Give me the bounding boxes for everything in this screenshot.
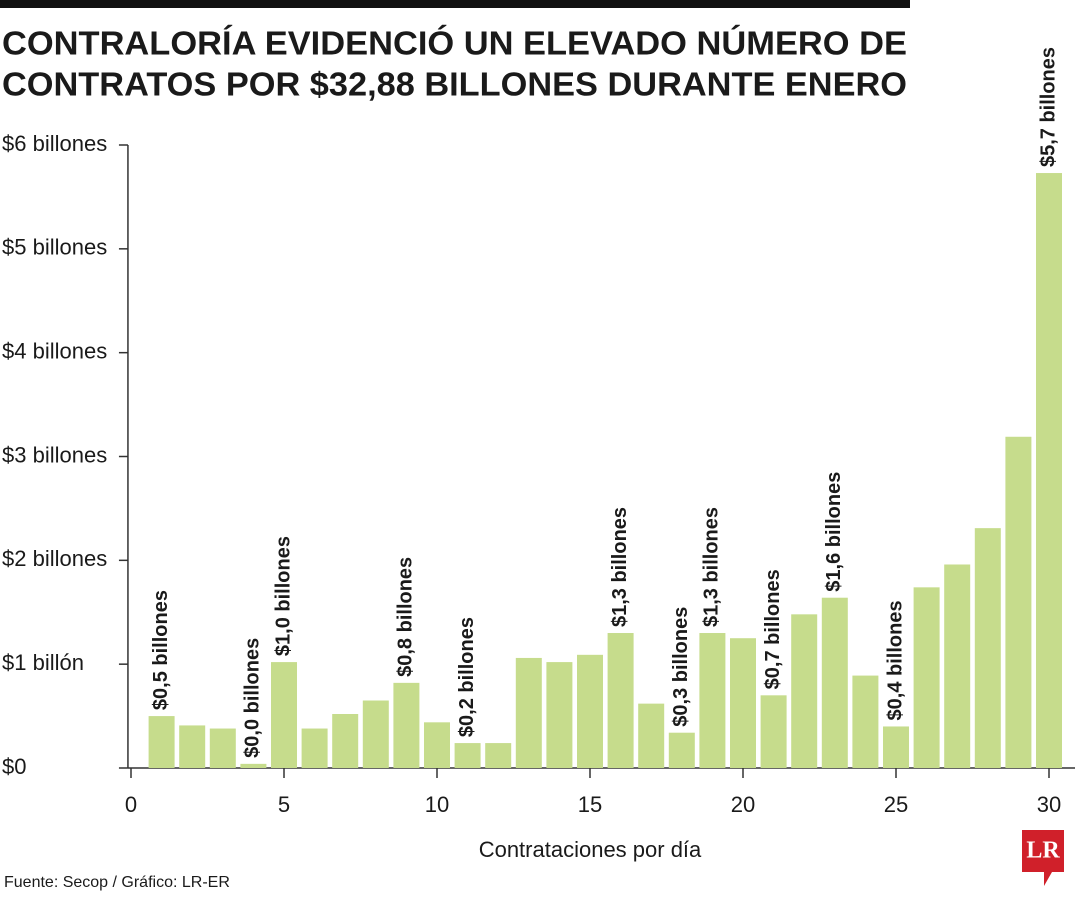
value-label: $0,4 billones [884,600,906,720]
value-label: $0,7 billones [762,569,784,689]
bar [515,657,542,768]
bar [1036,173,1062,768]
value-label: $0,8 billones [395,557,417,677]
bar [730,638,756,768]
x-tick-label: 25 [884,792,908,817]
bar [668,732,695,768]
logo-badge [1022,830,1064,886]
value-label: $1,3 billones [609,507,631,627]
logo-text: LR [1026,838,1060,864]
top-rule [0,0,910,8]
chart-title: CONTRALORÍA EVIDENCIÓ UN ELEVADO NÚMERO … [2,25,907,62]
x-tick-label: 0 [125,792,137,817]
bar [271,662,297,768]
bar [240,763,267,768]
value-label: $0,0 billones [242,638,264,758]
bar [424,722,450,768]
y-tick-label: $2 billones [2,546,107,571]
x-tick-label: 5 [278,792,290,817]
bar [944,564,971,768]
bar [760,695,787,768]
x-tick-label: 30 [1037,792,1061,817]
bar [148,716,175,768]
bar [485,743,512,768]
bar [638,703,665,768]
logo: LR [1022,830,1064,886]
value-label: $0,2 billones [456,617,478,737]
y-tick-label: $0 [2,754,26,779]
bar [699,633,726,768]
bar [791,614,818,768]
bar [1005,436,1032,768]
value-label: $1,6 billones [823,472,845,592]
source: Fuente: Secop / Gráfico: LR-ER [4,874,230,891]
bar [301,728,328,768]
bar [974,528,1001,768]
value-label: $1,0 billones [272,536,294,656]
value-label: $0,5 billones [150,590,172,710]
bar [546,662,573,768]
x-tick-label: 10 [425,792,449,817]
bar [883,726,909,768]
y-tick-label: $1 billón [2,650,84,675]
bar [209,728,236,768]
x-tick-label: 20 [731,792,755,817]
x-axis-label: Contrataciones por día [479,837,702,862]
value-label: $0,3 billones [670,607,692,727]
y-tick-label: $6 billones [2,131,107,156]
value-label: $5,7 billones [1037,47,1059,167]
bar [454,743,481,768]
bar [852,675,879,768]
x-tick-label: 15 [578,792,602,817]
bar [362,700,389,768]
bar [913,587,940,768]
bar [393,682,420,768]
bar [179,725,206,768]
chart-title: CONTRATOS POR $32,88 BILLONES DURANTE EN… [2,66,907,103]
bar [821,597,848,768]
y-tick-label: $5 billones [2,235,107,260]
bar [332,714,359,768]
y-tick-label: $4 billones [2,338,107,363]
bar [607,633,634,768]
bar [577,654,603,768]
y-tick-label: $3 billones [2,442,107,467]
value-label: $1,3 billones [701,507,723,627]
